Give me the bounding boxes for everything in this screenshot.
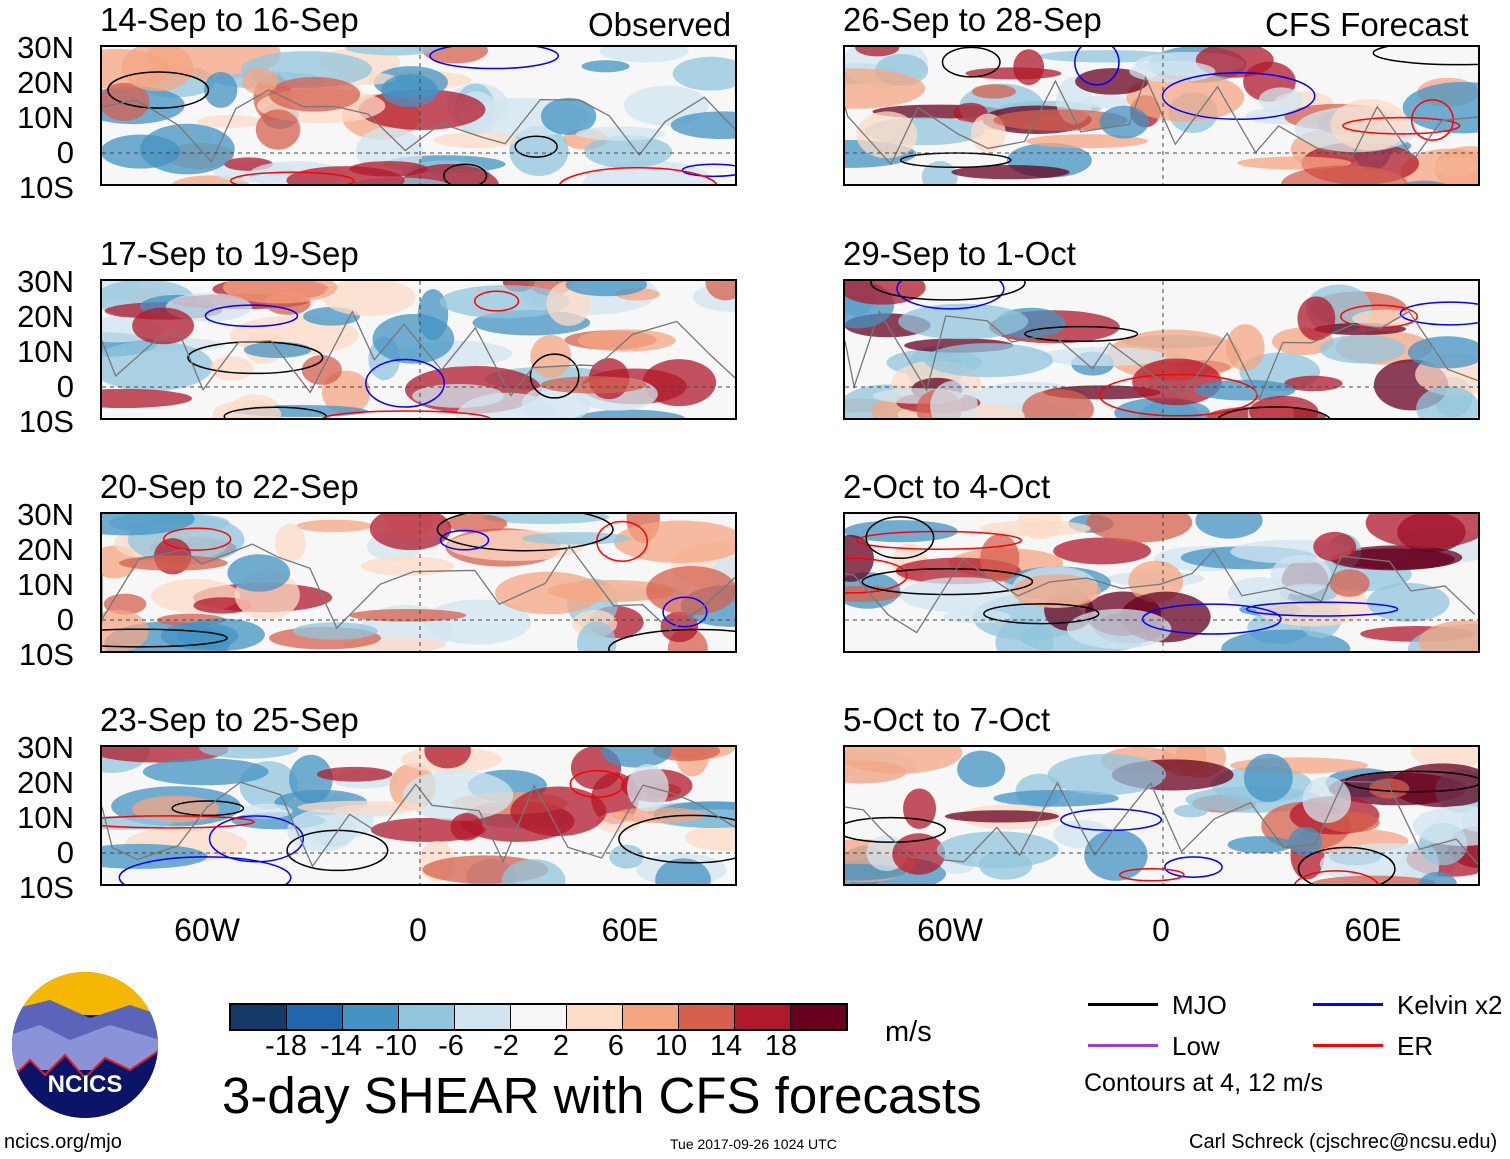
colorbar-tick-label: 2	[552, 1030, 570, 1062]
ncics-logo: NCICS	[10, 970, 160, 1125]
shear-map-panel	[843, 745, 1480, 886]
shear-map-panel	[100, 745, 737, 886]
lat-tick-label: 20N	[17, 65, 74, 100]
legend-label: ER	[1397, 1031, 1434, 1061]
lat-tick-label: 30N	[17, 30, 74, 65]
legend-label: Low	[1172, 1031, 1220, 1061]
colorbar-swatch	[455, 1005, 511, 1029]
legend-line-er	[1313, 1044, 1383, 1047]
lon-tick-label: 0	[1152, 912, 1170, 948]
colorbar-units: m/s	[885, 1016, 932, 1048]
colorbar-swatch	[567, 1005, 623, 1029]
colorbar	[229, 1003, 848, 1031]
lon-tick-label: 60W	[917, 912, 983, 948]
panel-title: 29-Sep to 1-Oct	[843, 235, 1076, 272]
shear-map-panel	[100, 45, 737, 186]
lon-tick-label: 0	[409, 912, 427, 948]
footer-timestamp: Tue 2017-09-26 1024 UTC	[670, 1136, 837, 1152]
footer-url[interactable]: ncics.org/mjo	[4, 1131, 122, 1153]
shear-map-panel	[843, 279, 1480, 420]
shear-map-panel	[843, 45, 1480, 186]
lon-tick-label: 60E	[1344, 912, 1402, 948]
shear-map-panel	[843, 512, 1480, 653]
colorbar-tick-label: 18	[764, 1030, 798, 1062]
colorbar-tick-label: 14	[709, 1030, 743, 1062]
panel-title: 5-Oct to 7-Oct	[843, 701, 1051, 738]
lat-tick-label: 0	[56, 135, 74, 170]
lat-tick-label: 0	[56, 369, 74, 404]
lat-tick-label: 20N	[17, 765, 74, 800]
logo-text: NCICS	[48, 1071, 123, 1098]
footer-author: Carl Schreck (cjschrec@ncsu.edu)	[1189, 1131, 1498, 1153]
colorbar-swatch	[287, 1005, 343, 1029]
colorbar-tick-label: -6	[438, 1030, 464, 1062]
lat-tick-label: 0	[56, 835, 74, 870]
legend-line-mjo	[1088, 1003, 1158, 1006]
panel-title: 2-Oct to 4-Oct	[843, 468, 1051, 505]
colorbar-tick-label: 6	[607, 1030, 625, 1062]
colorbar-swatch	[791, 1005, 846, 1029]
lat-tick-label: 10N	[17, 567, 74, 602]
lon-tick-label: 60W	[174, 912, 240, 948]
colorbar-tick-label: -14	[320, 1030, 362, 1062]
legend-label: MJO	[1172, 990, 1227, 1020]
lat-tick-label: 30N	[17, 730, 74, 765]
lat-tick-label: 20N	[17, 532, 74, 567]
lat-tick-label: 10N	[17, 800, 74, 835]
colorbar-tick-label: -2	[493, 1030, 519, 1062]
lat-tick-label: 10S	[18, 637, 74, 672]
lat-tick-label: 20N	[17, 299, 74, 334]
lat-tick-label: 0	[56, 602, 74, 637]
colorbar-swatch	[343, 1005, 399, 1029]
forecast-label: CFS Forecast	[1265, 6, 1469, 43]
shear-map-panel	[100, 279, 737, 420]
legend-line-kelvin-x2	[1313, 1003, 1383, 1006]
lat-tick-label: 10S	[18, 170, 74, 205]
colorbar-tick-label: 10	[654, 1030, 688, 1062]
lat-tick-label: 10S	[18, 870, 74, 905]
panel-title: 20-Sep to 22-Sep	[100, 468, 359, 505]
colorbar-swatch	[679, 1005, 735, 1029]
panel-title: 26-Sep to 28-Sep	[843, 1, 1102, 38]
colorbar-swatch	[735, 1005, 791, 1029]
colorbar-swatch	[231, 1005, 287, 1029]
legend-line-low	[1088, 1044, 1158, 1047]
figure-title: 3-day SHEAR with CFS forecasts	[222, 1067, 982, 1124]
observed-label: Observed	[588, 6, 732, 43]
lat-tick-label: 10S	[18, 404, 74, 439]
legend-label: Kelvin x2	[1397, 990, 1503, 1020]
lon-tick-label: 60E	[601, 912, 659, 948]
panel-title: 14-Sep to 16-Sep	[100, 1, 359, 38]
lat-tick-label: 10N	[17, 100, 74, 135]
contour-note: Contours at 4, 12 m/s	[1084, 1069, 1324, 1097]
shear-map-panel	[100, 512, 737, 653]
colorbar-tick-label: -10	[375, 1030, 417, 1062]
lat-tick-label: 30N	[17, 264, 74, 299]
colorbar-swatch	[623, 1005, 679, 1029]
colorbar-swatch	[399, 1005, 455, 1029]
lat-tick-label: 10N	[17, 334, 74, 369]
panel-title: 23-Sep to 25-Sep	[100, 701, 359, 738]
colorbar-tick-label: -18	[265, 1030, 307, 1062]
lat-tick-label: 30N	[17, 497, 74, 532]
colorbar-swatch	[511, 1005, 567, 1029]
panel-title: 17-Sep to 19-Sep	[100, 235, 359, 272]
